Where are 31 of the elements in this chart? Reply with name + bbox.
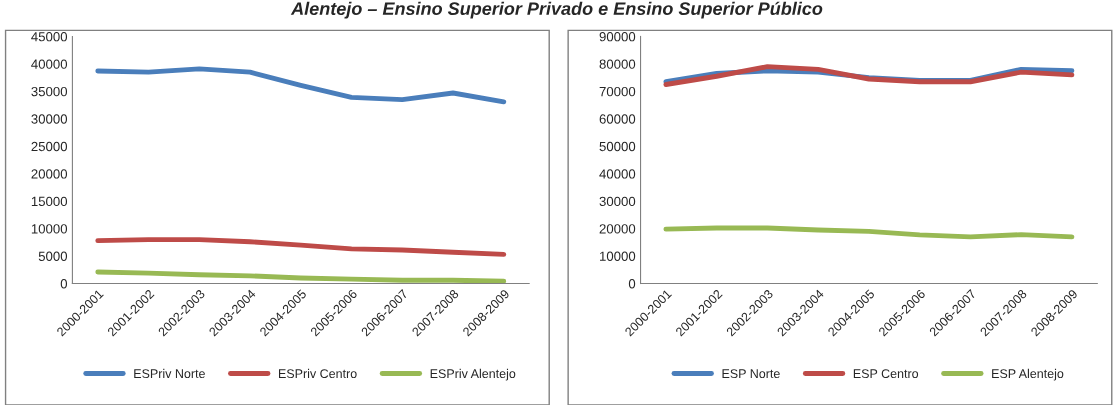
y-tick-label: 40000 [31,59,68,69]
y-tick-label: 30000 [599,196,636,207]
y-tick-label: 45000 [31,32,68,42]
y-tick-label: 0 [60,279,68,289]
line-series [95,269,507,284]
y-tick-label: 30000 [31,114,68,124]
legend-label: ESPriv Centro [279,368,357,379]
line-series [95,237,507,257]
legend-label: ESP Alentejo [992,368,1064,381]
y-tick-label: 80000 [599,59,636,69]
line-series [95,66,507,105]
legend-label: ESP Norte [722,369,780,379]
y-tick-label: 25000 [31,141,68,152]
y-tick-label: 10000 [600,251,636,261]
legend-label: ESPriv Alentejo [430,368,516,381]
legend-label: ESP Centro [853,369,919,379]
legend-label: ESPriv Norte [134,368,205,379]
y-tick-label: 35000 [31,86,68,97]
y-tick-label: 10000 [31,224,68,234]
y-tick-label: 20000 [31,169,68,179]
y-tick-label: 50000 [599,141,636,152]
y-tick-label: 15000 [31,196,68,207]
y-tick-label: 0 [628,279,636,289]
line-series [663,225,1075,240]
y-tick-label: 40000 [599,169,636,179]
y-tick-label: 20000 [599,224,636,234]
y-tick-label: 5000 [38,251,68,261]
y-tick-label: 90000 [599,32,636,42]
chart-title: Alentejo – Ensino Superior Privado e Ensino Superior Público [290,1,823,19]
y-tick-label: 60000 [599,114,636,124]
y-tick-label: 70000 [599,86,636,97]
